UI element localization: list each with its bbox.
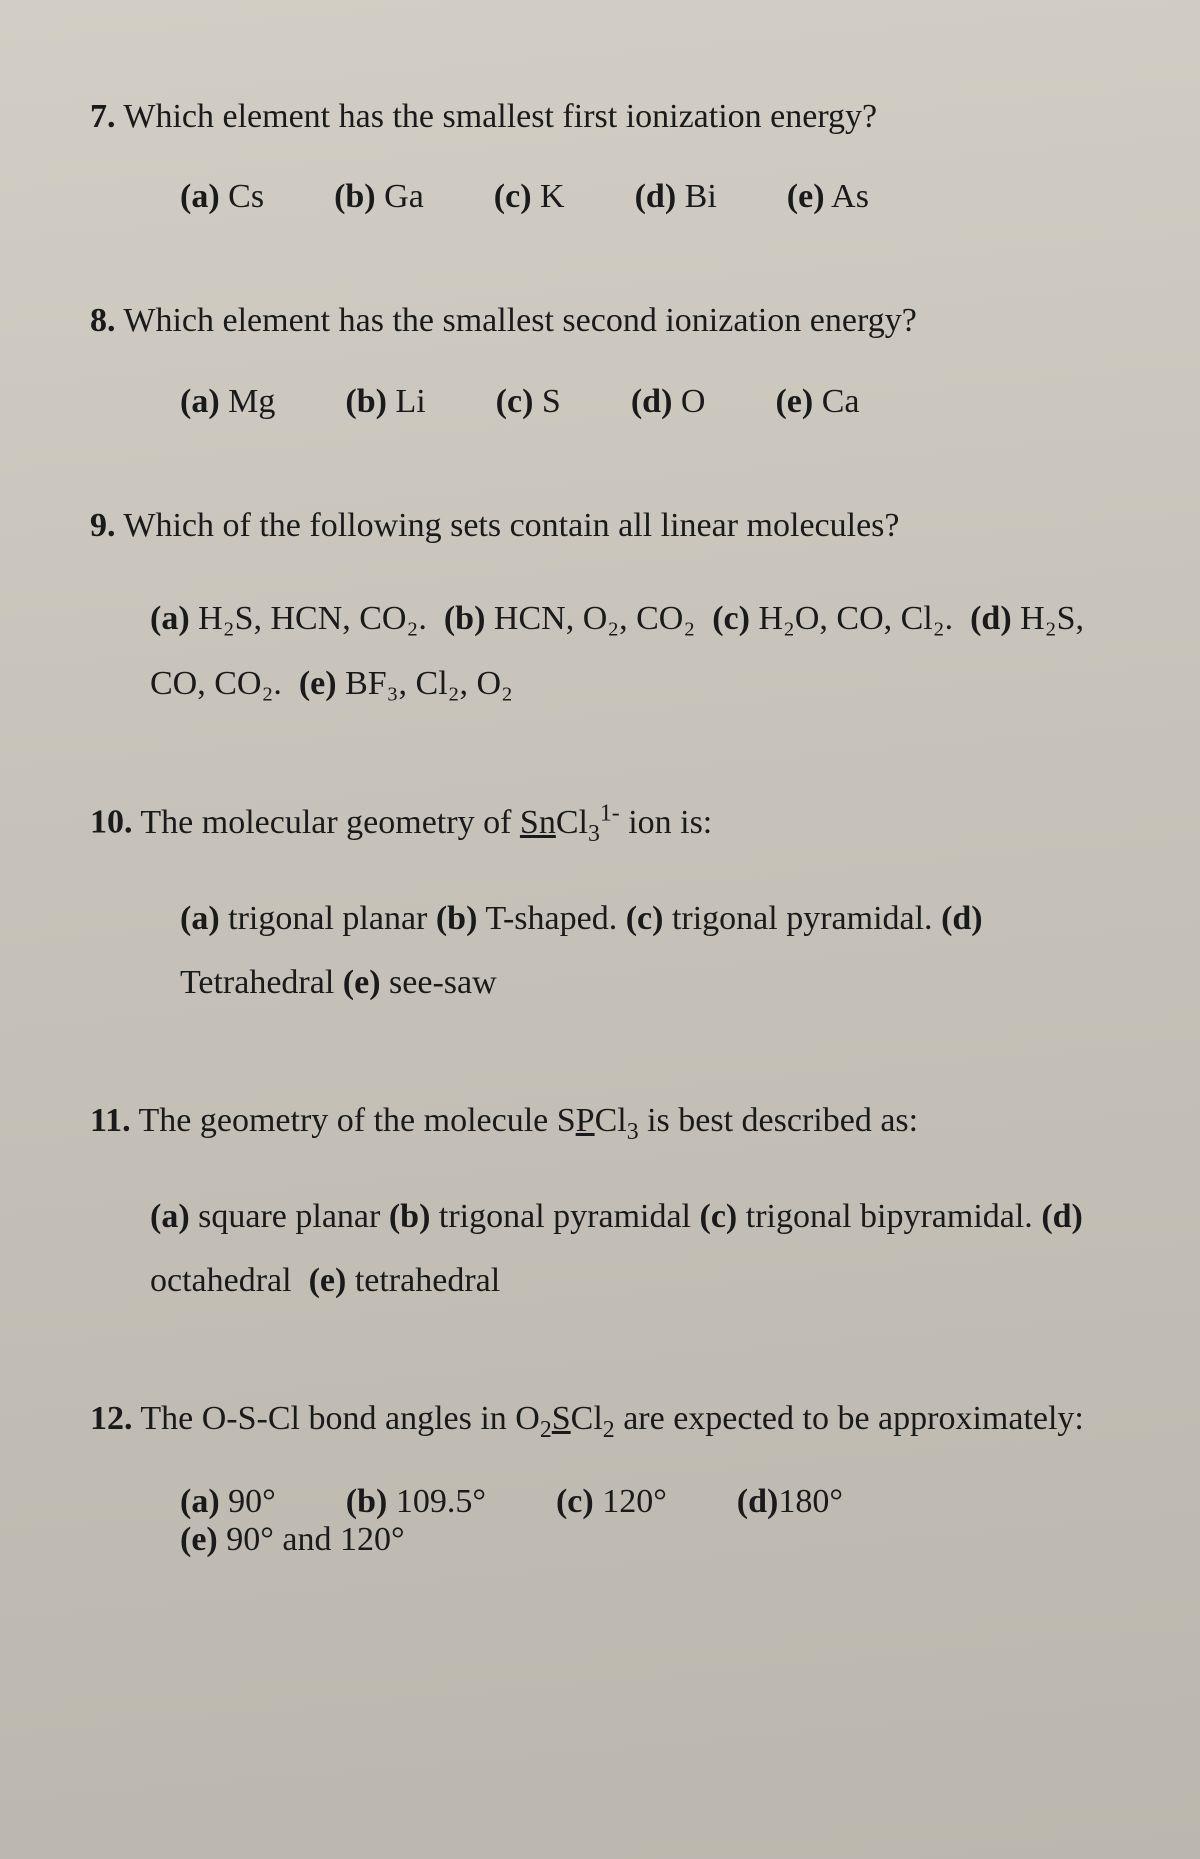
question-7-options: (a) Cs (b) Ga (c) K (d) Bi (e) As (90, 178, 1130, 216)
question-text: The O-S-Cl bond angles in O2SCl2 are exp… (140, 1400, 1084, 1437)
question-number: 9. (90, 507, 116, 544)
question-text: Which element has the smallest first ion… (123, 98, 877, 135)
option-c: (c) 120° (556, 1483, 667, 1521)
option-b: HCN, O₂, CO₂ (494, 600, 695, 637)
question-number: 10. (90, 804, 133, 841)
question-text: Which of the following sets contain all … (123, 507, 899, 544)
question-text: The geometry of the molecule SPCl3 is be… (139, 1102, 919, 1139)
question-8-prompt: 8. Which element has the smallest second… (90, 294, 1130, 348)
question-number: 12. (90, 1400, 133, 1437)
question-8: 8. Which element has the smallest second… (90, 294, 1130, 420)
option-b: (b) Ga (334, 178, 424, 216)
question-7: 7. Which element has the smallest first … (90, 90, 1130, 216)
question-9-options: (a) H₂S, HCN, CO₂. (b) HCN, O₂, CO₂ (c) … (90, 587, 1130, 716)
option-a: (a) Mg (180, 383, 275, 421)
option-d: Tetrahedral (180, 964, 334, 1001)
option-c: trigonal pyramidal. (672, 900, 933, 937)
question-8-options: (a) Mg (b) Li (c) S (d) O (e) Ca (90, 383, 1130, 421)
option-e: (e) As (787, 178, 869, 216)
option-d: (d)180° (737, 1483, 843, 1521)
option-d: octahedral (150, 1262, 292, 1299)
question-11-options: (a) square planar (b) trigonal pyramidal… (90, 1185, 1130, 1314)
question-text: Which element has the smallest second io… (123, 302, 916, 339)
question-number: 11. (90, 1102, 131, 1139)
exam-page: 7. Which element has the smallest first … (0, 0, 1200, 1859)
question-text: The molecular geometry of SnCl31- ion is… (140, 804, 712, 841)
option-d: (d) Bi (635, 178, 717, 216)
question-11-prompt: 11. The geometry of the molecule SPCl3 i… (90, 1094, 1130, 1151)
question-10: 10. The molecular geometry of SnCl31- io… (90, 794, 1130, 1015)
question-10-prompt: 10. The molecular geometry of SnCl31- io… (90, 794, 1130, 852)
question-12-options: (a) 90° (b) 109.5° (c) 120° (d)180° (e) … (90, 1483, 1130, 1559)
option-a: (a) Cs (180, 178, 264, 216)
question-12-prompt: 12. The O-S-Cl bond angles in O2SCl2 are… (90, 1392, 1130, 1449)
option-d: (d) O (631, 383, 706, 421)
option-b: trigonal pyramidal (439, 1198, 691, 1235)
option-a: (a) 90° (180, 1483, 276, 1521)
option-c: (c) S (496, 383, 561, 421)
option-c: H₂O, CO, Cl₂. (758, 600, 953, 637)
question-12: 12. The O-S-Cl bond angles in O2SCl2 are… (90, 1392, 1130, 1559)
option-a: square planar (198, 1198, 380, 1235)
question-9: 9. Which of the following sets contain a… (90, 499, 1130, 717)
question-number: 7. (90, 98, 116, 135)
option-e: BF₃, Cl₂, O₂ (345, 665, 513, 702)
option-a: trigonal planar (228, 900, 427, 937)
question-11: 11. The geometry of the molecule SPCl3 i… (90, 1094, 1130, 1314)
option-c: (c) K (494, 178, 565, 216)
question-10-options: (a) trigonal planar (b) T-shaped. (c) tr… (90, 887, 1130, 1016)
option-e: tetrahedral (355, 1262, 500, 1299)
option-c: trigonal bipyramidal. (746, 1198, 1033, 1235)
option-b: (b) 109.5° (346, 1483, 486, 1521)
option-e: (e) Ca (775, 383, 859, 421)
question-number: 8. (90, 302, 116, 339)
question-9-prompt: 9. Which of the following sets contain a… (90, 499, 1130, 553)
option-a: H₂S, HCN, CO₂. (198, 600, 427, 637)
option-e: (e) 90° and 120° (180, 1521, 405, 1559)
option-b: (b) Li (345, 383, 425, 421)
option-e: see-saw (389, 964, 497, 1001)
option-b: T-shaped. (485, 900, 617, 937)
question-7-prompt: 7. Which element has the smallest first … (90, 90, 1130, 144)
